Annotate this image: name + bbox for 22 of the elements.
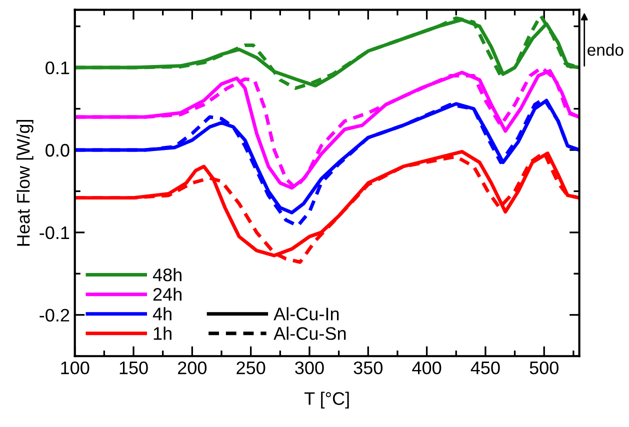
legend-label: 4h [152,307,172,320]
text: endo [588,44,624,56]
x-tick-label: 100 [61,361,90,374]
x-tick-label: 300 [295,361,324,374]
x-tick-label: 200 [178,361,207,374]
legend-label: 1h [154,326,172,340]
x-tick-label: 400 [412,361,442,374]
x-tick-label: 450 [470,361,500,374]
y-axis-title: Heat Flow [W/g] [16,120,34,246]
y-tick-label: -0.1 [40,226,70,240]
annotation: Al-Cu-Sn [274,326,346,340]
x-tick-label: 500 [530,361,558,374]
x-tick-label: 250 [236,361,266,374]
x-axis-title: T [°C] [304,392,349,409]
y-tick-label: 0.0 [46,144,70,157]
annotation: Al-Cu-In [274,307,339,320]
legend-label: 24h [153,288,182,301]
x-tick-label: 150 [120,361,148,374]
x-tick-label: 350 [354,361,382,374]
y-tick-label: 0.1 [46,61,70,74]
y-tick-label: -0.2 [40,308,70,322]
legend-label: 48h [152,268,182,282]
